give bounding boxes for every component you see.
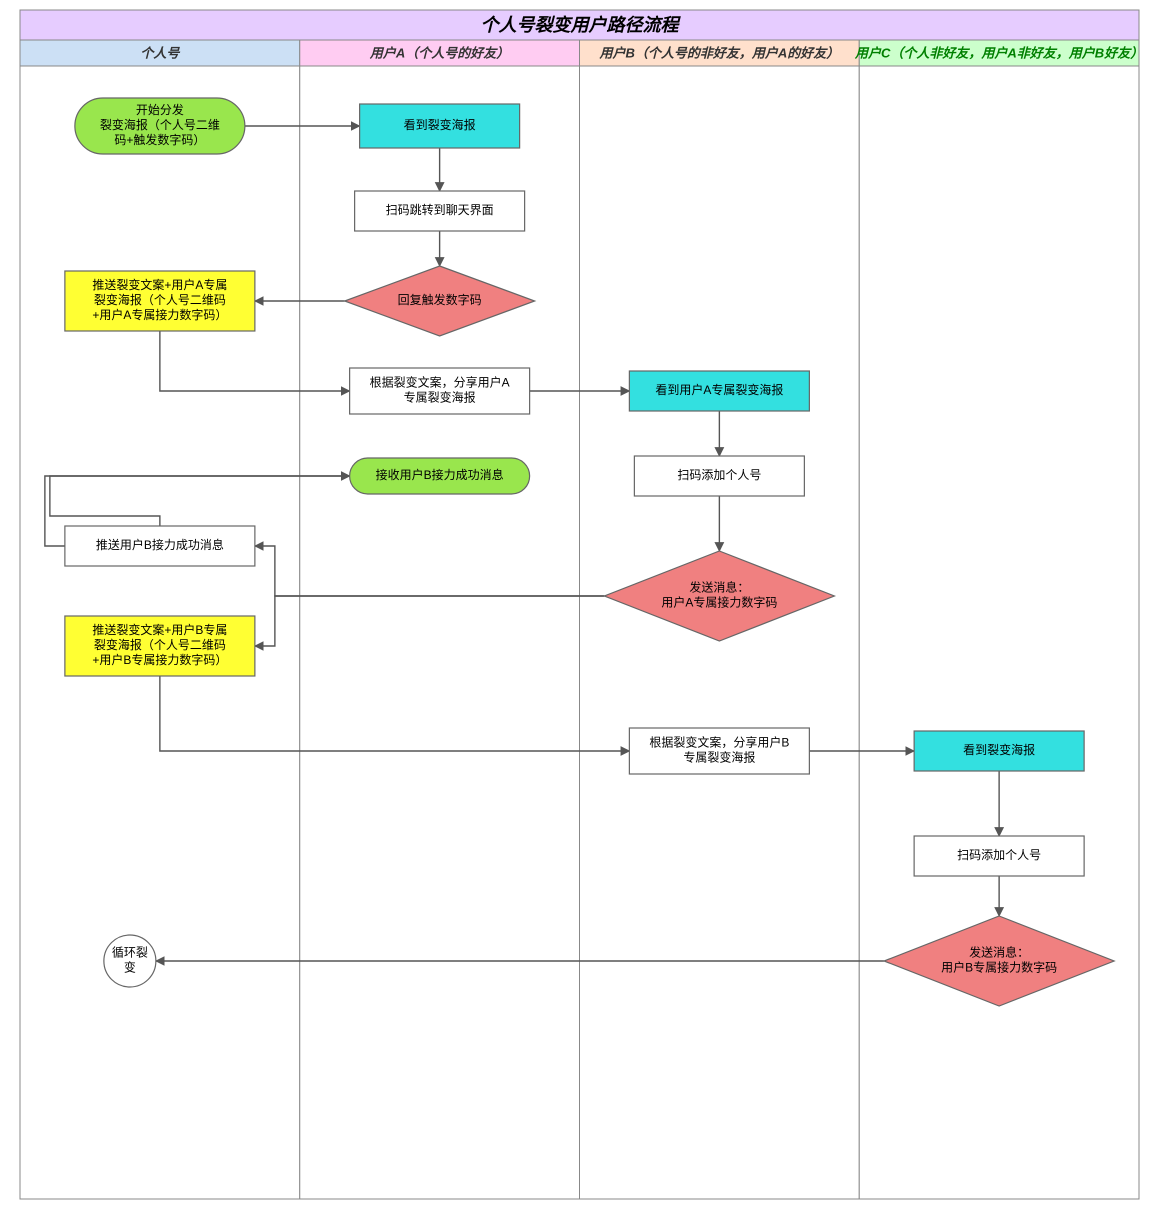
node-label: +用户B专属接力数字码） xyxy=(92,652,227,667)
node-label: 看到裂变海报 xyxy=(404,117,476,132)
svg-text:个人号裂变用户路径流程: 个人号裂变用户路径流程 xyxy=(481,15,682,35)
node-n_c2: 扫码添加个人号 xyxy=(914,836,1084,876)
node-label: 裂变海报（个人号二维 xyxy=(100,117,220,132)
node-label: 看到裂变海报 xyxy=(963,742,1035,757)
svg-text:用户C（个人非好友，用户A非好友，用户B好友）: 用户C（个人非好友，用户A非好友，用户B好友） xyxy=(854,45,1143,60)
node-label: 发送消息： xyxy=(969,945,1029,960)
node-n_b1: 看到用户A专属裂变海报 xyxy=(629,371,809,411)
node-n_b4: 根据裂变文案，分享用户B专属裂变海报 xyxy=(629,728,809,774)
node-label: 循环裂 xyxy=(112,946,148,960)
node-label: 专属裂变海报 xyxy=(404,390,476,405)
node-n_a4: 根据裂变文案，分享用户A专属裂变海报 xyxy=(350,368,530,414)
node-label: 裂变海报（个人号二维码 xyxy=(94,637,226,652)
node-label: 推送裂变文案+用户A专属 xyxy=(92,277,227,292)
svg-text:用户B（个人号的非好友，用户A的好友）: 用户B（个人号的非好友，用户A的好友） xyxy=(598,45,839,60)
node-label: 看到用户A专属裂变海报 xyxy=(655,382,783,397)
node-n_b2: 扫码添加个人号 xyxy=(634,456,804,496)
node-label: 用户B专属接力数字码 xyxy=(941,960,1057,975)
node-label: 开始分发 xyxy=(136,102,184,117)
node-n_p3: 推送裂变文案+用户B专属裂变海报（个人号二维码+用户B专属接力数字码） xyxy=(65,616,255,676)
node-label: 发送消息： xyxy=(689,580,749,595)
node-n_p2: 推送用户B接力成功消息 xyxy=(65,526,255,566)
node-n_start: 开始分发裂变海报（个人号二维码+触发数字码） xyxy=(75,98,245,154)
node-label: 扫码跳转到聊天界面 xyxy=(386,202,494,217)
node-label: 推送裂变文案+用户B专属 xyxy=(92,622,227,637)
node-n_a2: 扫码跳转到聊天界面 xyxy=(355,191,525,231)
svg-text:个人号: 个人号 xyxy=(140,45,180,60)
node-label: 裂变海报（个人号二维码 xyxy=(94,292,226,307)
node-n_p1: 推送裂变文案+用户A专属裂变海报（个人号二维码+用户A专属接力数字码） xyxy=(65,271,255,331)
node-label: 扫码添加个人号 xyxy=(677,468,761,482)
node-n_a5: 接收用户B接力成功消息 xyxy=(350,458,530,494)
svg-text:用户A（个人号的好友）: 用户A（个人号的好友） xyxy=(369,45,509,60)
node-label: 接收用户B接力成功消息 xyxy=(376,467,504,482)
node-label: 专属裂变海报 xyxy=(683,750,755,765)
node-label: 扫码添加个人号 xyxy=(957,848,1041,862)
node-label: 根据裂变文案，分享用户A xyxy=(370,375,510,390)
node-label: +用户A专属接力数字码） xyxy=(92,307,227,322)
node-label: 用户A专属接力数字码 xyxy=(661,595,777,610)
node-label: 码+触发数字码） xyxy=(114,132,205,147)
node-label: 推送用户B接力成功消息 xyxy=(96,537,224,552)
node-n_a1: 看到裂变海报 xyxy=(360,104,520,148)
node-label: 回复触发数字码 xyxy=(398,292,482,307)
node-label: 变 xyxy=(124,960,136,975)
node-n_end: 循环裂变 xyxy=(104,935,156,987)
node-n_c1: 看到裂变海报 xyxy=(914,731,1084,771)
node-label: 根据裂变文案，分享用户B xyxy=(649,735,789,750)
